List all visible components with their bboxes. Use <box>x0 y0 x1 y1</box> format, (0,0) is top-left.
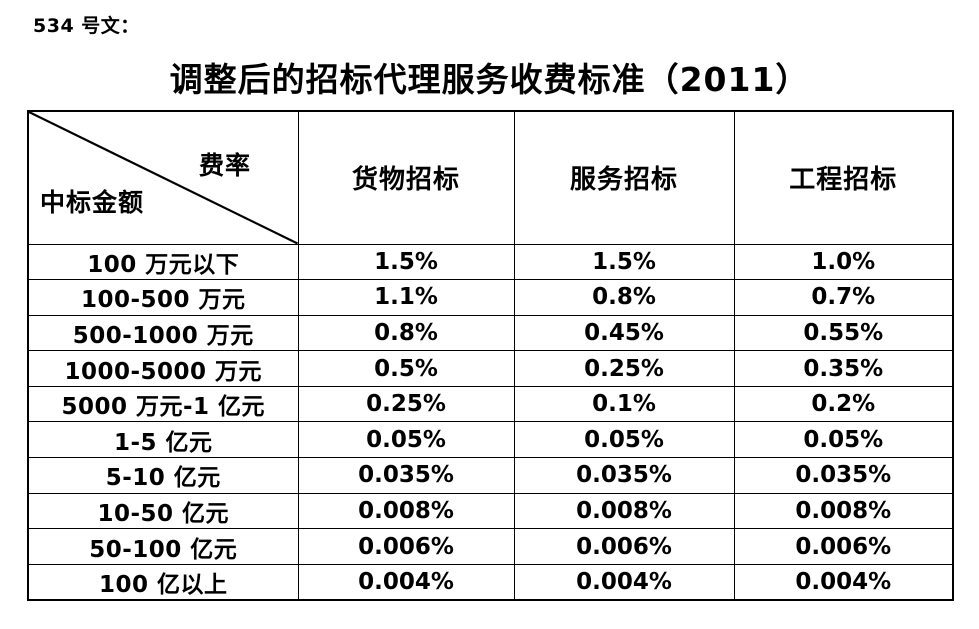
engineering-rate-cell: 0.006% <box>733 528 954 565</box>
engineering-rate-cell: 1.0% <box>733 243 954 281</box>
engineering-rate-cell: 0.05% <box>733 421 954 459</box>
fee-rate-table: 费率 中标金额 货物招标 服务招标 工程招标 100 万元以下 1.5% 1.5… <box>27 110 954 601</box>
amount-cell: 1-5 亿元 <box>27 421 299 459</box>
table-row: 1000-5000 万元 0.5% 0.25% 0.35% <box>27 350 954 387</box>
table-row: 1-5 亿元 0.05% 0.05% 0.05% <box>27 421 954 459</box>
engineering-rate-cell: 0.7% <box>733 279 954 316</box>
amount-cell: 5-10 亿元 <box>27 457 299 494</box>
engineering-rate-cell: 0.035% <box>733 457 954 494</box>
goods-rate-cell: 1.5% <box>297 243 515 281</box>
service-rate-cell: 0.035% <box>513 457 735 494</box>
service-rate-cell: 0.1% <box>513 385 735 423</box>
goods-rate-cell: 1.1% <box>297 279 515 316</box>
doc-number-label: 534 号文： <box>33 15 140 37</box>
column-header-goods: 货物招标 <box>297 110 515 245</box>
table-row: 5000 万元-1 亿元 0.25% 0.1% 0.2% <box>27 385 954 423</box>
diagonal-divider <box>29 112 297 243</box>
goods-rate-cell: 0.035% <box>297 457 515 494</box>
goods-rate-cell: 0.25% <box>297 385 515 423</box>
table-row: 10-50 亿元 0.008% 0.008% 0.008% <box>27 492 954 530</box>
goods-rate-cell: 0.006% <box>297 528 515 565</box>
column-header-service: 服务招标 <box>513 110 735 245</box>
header-row: 费率 中标金额 货物招标 服务招标 工程招标 <box>27 110 954 245</box>
goods-rate-cell: 0.004% <box>297 563 515 601</box>
service-rate-cell: 0.008% <box>513 492 735 530</box>
service-rate-cell: 0.8% <box>513 279 735 316</box>
amount-cell: 5000 万元-1 亿元 <box>27 385 299 423</box>
service-rate-cell: 0.004% <box>513 563 735 601</box>
amount-cell: 500-1000 万元 <box>27 314 299 352</box>
corner-header-cell: 费率 中标金额 <box>27 110 299 245</box>
goods-rate-cell: 0.8% <box>297 314 515 352</box>
page-title: 调整后的招标代理服务收费标准（2011） <box>169 60 810 99</box>
service-rate-cell: 1.5% <box>513 243 735 281</box>
amount-cell: 100 亿以上 <box>27 563 299 601</box>
amount-cell: 100 万元以下 <box>27 243 299 281</box>
engineering-rate-cell: 0.35% <box>733 350 954 387</box>
amount-cell: 100-500 万元 <box>27 279 299 316</box>
corner-amount-label: 中标金额 <box>40 188 145 217</box>
service-rate-cell: 0.25% <box>513 350 735 387</box>
engineering-rate-cell: 0.008% <box>733 492 954 530</box>
goods-rate-cell: 0.008% <box>297 492 515 530</box>
goods-rate-cell: 0.5% <box>297 350 515 387</box>
amount-cell: 1000-5000 万元 <box>27 350 299 387</box>
table-row: 100 万元以下 1.5% 1.5% 1.0% <box>27 243 954 281</box>
service-rate-cell: 0.006% <box>513 528 735 565</box>
amount-cell: 10-50 亿元 <box>27 492 299 530</box>
service-rate-cell: 0.45% <box>513 314 735 352</box>
engineering-rate-cell: 0.004% <box>733 563 954 601</box>
table-row: 100 亿以上 0.004% 0.004% 0.004% <box>27 563 954 601</box>
table-row: 5-10 亿元 0.035% 0.035% 0.035% <box>27 457 954 494</box>
corner-rate-label: 费率 <box>199 151 252 180</box>
goods-rate-cell: 0.05% <box>297 421 515 459</box>
amount-cell: 50-100 亿元 <box>27 528 299 565</box>
column-header-engineering: 工程招标 <box>733 110 954 245</box>
service-rate-cell: 0.05% <box>513 421 735 459</box>
engineering-rate-cell: 0.2% <box>733 385 954 423</box>
table-row: 500-1000 万元 0.8% 0.45% 0.55% <box>27 314 954 352</box>
table-row: 100-500 万元 1.1% 0.8% 0.7% <box>27 279 954 316</box>
engineering-rate-cell: 0.55% <box>733 314 954 352</box>
table-row: 50-100 亿元 0.006% 0.006% 0.006% <box>27 528 954 565</box>
